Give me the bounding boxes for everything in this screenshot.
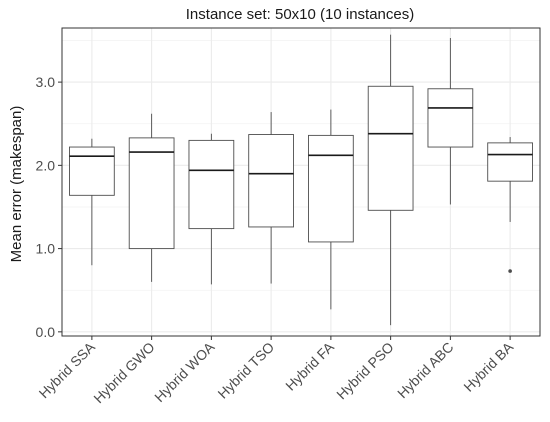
y-tick-label: 1.0	[36, 241, 56, 257]
box-hybrid-pso	[367, 85, 414, 211]
x-tick-label: Hybrid GWO	[90, 339, 157, 406]
panel-border	[61, 27, 541, 337]
x-tick-label: Hybrid SSA	[36, 338, 99, 401]
box-hybrid-ba	[487, 142, 533, 182]
y-axis-label: Mean error (makespan)	[8, 106, 25, 263]
x-tick-label: Hybrid PSO	[333, 339, 397, 403]
x-tick-label: Hybrid BA	[460, 338, 516, 394]
x-tick-label: Hybrid ABC	[394, 339, 456, 401]
box-hybrid-woa	[188, 139, 235, 230]
box-hybrid-tso	[248, 134, 294, 228]
x-tick-label: Hybrid FA	[282, 338, 337, 393]
y-tick-label: 3.0	[36, 74, 56, 90]
x-tick-label: Hybrid TSO	[214, 339, 277, 402]
box-hybrid-ssa	[69, 146, 115, 196]
box-hybrid-fa	[308, 134, 354, 243]
box-hybrid-abc	[427, 88, 474, 148]
y-tick-label: 0.0	[36, 324, 56, 340]
x-tick-label: Hybrid WOA	[151, 338, 218, 405]
box-hybrid-gwo	[128, 137, 175, 250]
chart-title: Instance set: 50x10 (10 instances)	[186, 6, 414, 23]
y-tick-label: 2.0	[36, 157, 56, 173]
outlier-hybrid-ba	[508, 269, 512, 273]
